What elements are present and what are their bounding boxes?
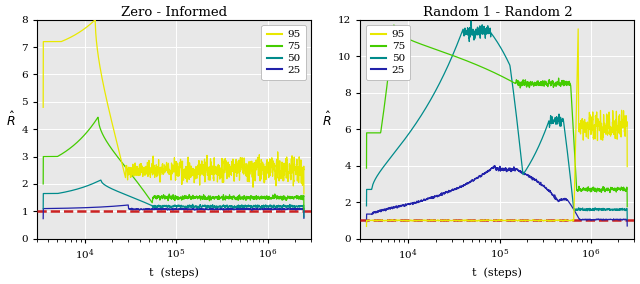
Legend: 95, 75, 50, 25: 95, 75, 50, 25 [261, 25, 306, 80]
X-axis label: t  (steps): t (steps) [472, 268, 522, 278]
Y-axis label: $\hat{R}$: $\hat{R}$ [323, 111, 332, 129]
Y-axis label: $\hat{R}$: $\hat{R}$ [6, 111, 15, 129]
Title: Random 1 - Random 2: Random 1 - Random 2 [422, 6, 572, 18]
Title: Zero - Informed: Zero - Informed [121, 6, 227, 18]
X-axis label: t  (steps): t (steps) [149, 268, 199, 278]
Legend: 95, 75, 50, 25: 95, 75, 50, 25 [365, 25, 410, 80]
